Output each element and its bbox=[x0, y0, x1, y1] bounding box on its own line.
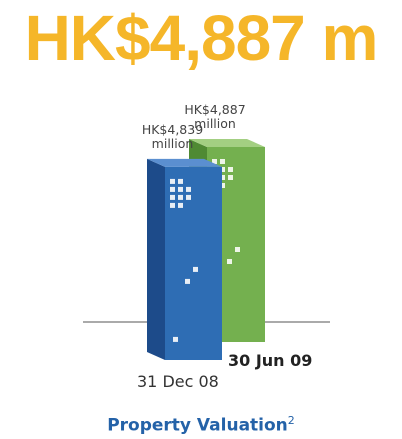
window bbox=[178, 203, 183, 208]
window bbox=[173, 337, 178, 342]
window bbox=[170, 179, 175, 184]
infographic: HK$4,887 m Property Valuation2 HK$4,887 … bbox=[0, 0, 402, 439]
window bbox=[235, 247, 240, 252]
caption: Property Valuation2 bbox=[0, 414, 402, 436]
window bbox=[185, 279, 190, 284]
window bbox=[227, 259, 232, 264]
window bbox=[186, 187, 191, 192]
bar-side bbox=[147, 159, 165, 360]
window bbox=[228, 167, 233, 172]
bars bbox=[147, 139, 265, 360]
category-label: 30 Jun 09 bbox=[228, 351, 312, 370]
window bbox=[178, 187, 183, 192]
window bbox=[178, 179, 183, 184]
category-label: 31 Dec 08 bbox=[137, 372, 219, 391]
window bbox=[220, 159, 225, 164]
window bbox=[170, 195, 175, 200]
window bbox=[170, 187, 175, 192]
window bbox=[228, 175, 233, 180]
window bbox=[193, 267, 198, 272]
window bbox=[186, 195, 191, 200]
window bbox=[170, 203, 175, 208]
caption-text: Property Valuation bbox=[107, 416, 288, 436]
bar-group bbox=[147, 159, 222, 360]
footnote-marker: 2 bbox=[288, 414, 295, 427]
value-label: HK$4,839 million bbox=[138, 123, 208, 151]
window bbox=[178, 195, 183, 200]
